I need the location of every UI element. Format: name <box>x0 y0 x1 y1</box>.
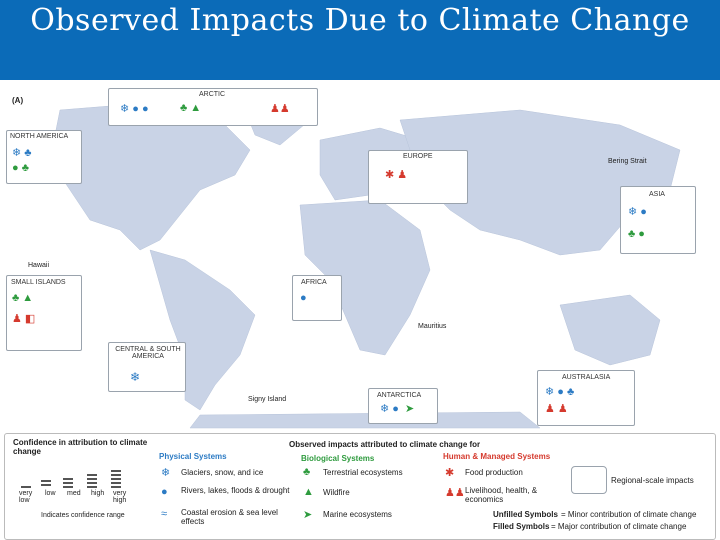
region-box-asia[interactable]: ASIA <box>620 186 696 254</box>
legend-filled-desc: = Major contribution of climate change <box>551 522 687 531</box>
legend-physical-item: Coastal erosion & sea level effects <box>181 508 278 526</box>
legend-filled-symbols: Filled Symbols <box>493 522 550 531</box>
people-icon: ♟ ◧ <box>12 313 36 325</box>
snowflake-icon: ❄ <box>161 467 171 479</box>
snowflake-icon: ❄ ● ● <box>120 103 149 115</box>
confidence-level-label: low <box>45 490 56 497</box>
tree-icon: ♣ <box>303 466 311 478</box>
region-box-europe[interactable]: EUROPE <box>368 150 468 204</box>
legend-physical-item: Rivers, lakes, floods & drought <box>181 486 290 495</box>
fire-icon: ● ♣ <box>12 162 29 174</box>
tree-icon: ♣ ● <box>628 228 645 240</box>
region-label-north-america: NORTH AMERICA <box>10 133 69 140</box>
regional-scale-swatch <box>571 466 607 494</box>
confidence-scale <box>21 470 121 488</box>
title-bar <box>0 0 720 80</box>
place-label-mauritius: Mauritius <box>418 323 447 330</box>
region-box-arctic[interactable]: ARCTIC <box>108 88 318 126</box>
landmass-africa <box>299 199 431 356</box>
legend-physical-heading: Physical Systems <box>159 452 227 461</box>
tractor-icon: ✱ ♟ <box>385 169 408 181</box>
fish-icon: ➤ <box>405 403 415 415</box>
legend-human-item: Livelihood, health, & economics <box>465 486 538 504</box>
panel-label: (A) <box>12 96 24 105</box>
legend-observed-title: Observed impacts attributed to climate c… <box>289 440 481 449</box>
snowflake-icon: ❄ ♣ <box>12 147 32 159</box>
region-label-australasia: AUSTRALASIA <box>562 374 611 381</box>
region-box-north-america[interactable]: NORTH AMERICA <box>6 130 82 184</box>
region-label-central-south-america: CENTRAL & SOUTH AMERICA <box>115 346 181 360</box>
region-label-small-islands: SMALL ISLANDS <box>11 279 66 286</box>
confidence-level-label: high <box>91 490 105 497</box>
legend-regional-scale: Regional-scale impacts <box>611 476 694 485</box>
landmass-antarctica <box>189 411 541 429</box>
fire-icon: ▲ <box>303 486 314 498</box>
region-label-africa: AFRICA <box>301 279 327 286</box>
drop-icon: ● <box>161 486 168 498</box>
region-label-asia: ASIA <box>649 191 665 198</box>
legend-biological-item: Terrestrial ecosystems <box>323 468 403 477</box>
region-label-arctic: ARCTIC <box>199 91 226 98</box>
snowflake-icon: ❄ ● <box>380 403 399 415</box>
legend-biological-item: Marine ecosystems <box>323 510 392 519</box>
legend-confidence-title: Confidence in attribution to climate cha… <box>13 438 148 456</box>
confidence-level-label: med <box>67 490 81 497</box>
legend-biological-heading: Biological Systems <box>301 454 375 463</box>
legend-physical-item: Glaciers, snow, and ice <box>181 468 264 477</box>
confidence-level-label: very high <box>113 490 127 504</box>
snowflake-icon: ❄ ● ♣ <box>545 386 575 398</box>
landmass-south-america <box>149 249 256 411</box>
world-map: (A) ARCTIC NORTH AMERICA EUROPE ASIA AFR… <box>0 80 720 430</box>
legend-biological-item: Wildfire <box>323 488 350 497</box>
place-label-bering-strait: Bering Strait <box>608 158 647 165</box>
people-icon: ♟♟ <box>445 487 465 499</box>
region-label-europe: EUROPE <box>403 153 433 160</box>
legend-human-heading: Human & Managed Systems <box>443 452 551 461</box>
people-icon: ♟ ♟ <box>545 403 568 415</box>
confidence-level-label: very low <box>19 490 33 504</box>
region-box-australasia[interactable]: AUSTRALASIA <box>537 370 635 426</box>
drop-icon: ● <box>300 292 307 304</box>
region-box-antarctica[interactable]: ANTARCTICA <box>368 388 438 424</box>
legend-unfilled-desc: = Minor contribution of climate change <box>561 510 697 519</box>
page-title: Observed Impacts Due to Climate Change <box>30 3 690 38</box>
legend-human-item: Food production <box>465 468 523 477</box>
region-box-small-islands[interactable]: SMALL ISLANDS <box>6 275 82 351</box>
people-icon: ♟♟ <box>270 103 290 115</box>
coast-icon: ≈ <box>161 508 168 520</box>
fish-icon: ➤ <box>303 509 313 521</box>
tree-icon: ♣ ▲ <box>12 292 34 304</box>
place-label-signy-island: Signy Island <box>248 396 287 403</box>
place-label-hawaii: Hawaii <box>28 262 50 269</box>
legend: Confidence in attribution to climate cha… <box>4 433 716 540</box>
region-label-antarctica: ANTARCTICA <box>377 392 422 399</box>
snowflake-icon: ❄ ● <box>628 206 647 218</box>
tractor-icon: ✱ <box>445 467 455 479</box>
region-box-central-south-america[interactable]: CENTRAL & SOUTH AMERICA <box>108 342 186 392</box>
snowflake-icon: ❄ <box>130 370 141 384</box>
tree-icon: ♣ ▲ <box>180 102 202 114</box>
landmass-australia <box>559 294 661 366</box>
legend-unfilled-symbols: Unfilled Symbols <box>493 510 558 519</box>
confidence-range-note: Indicates confidence range <box>41 512 125 519</box>
region-box-africa[interactable]: AFRICA <box>292 275 342 321</box>
landmass-asia <box>399 109 681 256</box>
